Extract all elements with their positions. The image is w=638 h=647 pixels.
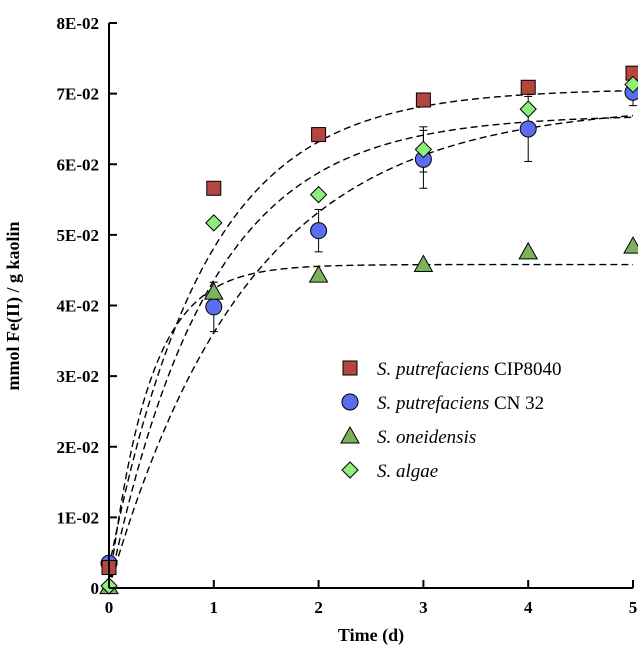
data-point [519,100,537,118]
data-points [99,65,638,595]
y-tick-label: 3E-02 [57,367,100,386]
legend-label-italic: S. putrefaciens [377,393,489,414]
legend-marker [341,393,359,411]
data-point [415,92,431,108]
x-tick-label: 4 [524,598,533,617]
data-point [309,185,328,204]
fit-curves [108,89,634,589]
legend-label: S. putrefaciens CIP8040 [377,359,562,380]
data-point [624,75,638,94]
x-tick-label: 2 [314,598,323,617]
legend-label: S. oneidensis [377,427,476,448]
data-point [518,241,539,260]
y-tick-label: 2E-02 [57,438,100,457]
data-point [308,265,329,283]
legend-marker [342,360,358,376]
x-ticks: 0 1 2 3 4 5 [105,580,638,617]
y-ticks: 0 1E-02 2E-02 3E-02 4E-02 5E-02 6E-02 7E-02 8E-0… [57,14,117,598]
data-point [623,236,638,254]
fit-curve [108,89,634,568]
x-tick-label: 5 [629,598,638,617]
x-tick-label: 1 [210,598,219,617]
data-point [310,222,328,240]
x-tick-label: 3 [419,598,428,617]
y-axis-title: mmol Fe(II) / g kaolin [3,222,24,391]
y-tick-label: 1E-02 [57,508,100,527]
data-point [205,214,223,232]
legend-label-italic: S. algae [377,461,438,482]
x-axis-title: Time (d) [338,625,404,646]
y-tick-label: 7E-02 [57,85,100,104]
y-tick-label: 0 [91,579,100,598]
legend-label-italic: S. oneidensis [377,427,476,448]
legend-marker [341,461,359,479]
fit-curve [108,116,634,589]
y-tick-label: 5E-02 [57,226,100,245]
fit-curve [108,114,634,589]
legend-label: S. putrefaciens CN 32 [377,393,544,414]
data-point [205,298,223,316]
y-tick-label: 4E-02 [57,297,100,316]
data-point [206,180,222,196]
data-point [413,254,434,273]
x-tick-label: 0 [105,598,114,617]
data-point [203,282,224,300]
fit-curve [108,263,633,589]
data-point [520,79,536,95]
y-tick-label: 8E-02 [57,14,100,33]
data-point [311,127,327,143]
data-point [414,140,433,159]
y-tick-label: 6E-02 [57,155,100,174]
legend-label-italic: S. putrefaciens [377,359,489,380]
data-point [519,120,537,138]
legend-label-suffix: CIP8040 [489,359,561,380]
legend-label: S. algae [377,461,438,482]
legend-marker [340,425,360,444]
legend-label-suffix: CN 32 [489,393,544,414]
